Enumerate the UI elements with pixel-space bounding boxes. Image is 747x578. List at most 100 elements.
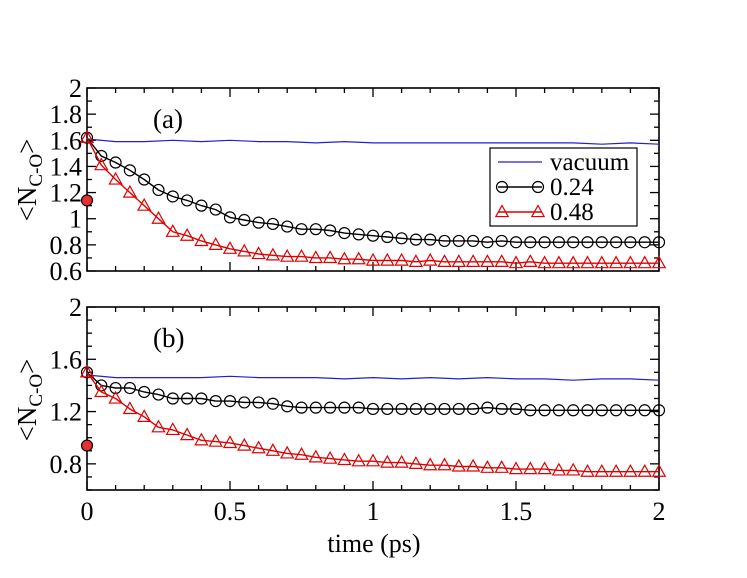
data-point-024-a	[181, 194, 194, 207]
data-point-024-a	[495, 234, 508, 248]
data-point-048-a	[451, 254, 466, 267]
data-point-048-b	[280, 445, 295, 459]
data-point-048-a	[79, 129, 95, 143]
data-point-048-a	[423, 252, 438, 266]
data-point-024-b	[195, 392, 208, 405]
data-point-048-b	[465, 458, 481, 472]
data-point-024-b	[638, 404, 651, 417]
data-point-048-a	[551, 255, 567, 269]
data-point-048-a	[222, 241, 238, 254]
y-axis-title-a-end: >	[12, 139, 42, 154]
data-point-048-a	[608, 255, 624, 269]
data-point-048-a	[394, 252, 409, 266]
data-point-048-b	[537, 461, 552, 475]
data-point-024-a	[567, 236, 580, 249]
data-point-024-b	[467, 402, 480, 416]
y-tick-label: 1.8	[50, 100, 83, 129]
y-axis-title-b: <NC-O>	[12, 359, 47, 442]
data-point-048-a	[380, 252, 395, 266]
data-point-024-a	[381, 230, 394, 244]
data-point-024-a	[638, 236, 651, 249]
data-point-024-a	[195, 199, 208, 212]
data-point-048-a	[322, 250, 338, 264]
series-line-vacuum-b	[86, 374, 660, 381]
data-point-048-b	[494, 460, 509, 473]
data-point-048-b	[351, 453, 366, 467]
data-point-048-a	[137, 197, 152, 211]
data-point-048-b	[394, 454, 409, 468]
data-point-024-b	[309, 401, 322, 414]
data-point-024-b	[595, 404, 608, 417]
data-point-024-b	[324, 401, 337, 414]
data-point-024-a	[152, 183, 165, 197]
data-point-024-a	[352, 228, 365, 241]
data-point-048-b	[322, 450, 338, 464]
data-point-024-a	[109, 156, 122, 169]
data-point-048-b	[423, 457, 438, 471]
data-point-048-b	[122, 401, 138, 415]
y-tick-label: 1.2	[50, 398, 83, 427]
data-point-024-b	[409, 402, 422, 416]
y-axis-title-a-main: <N	[12, 187, 42, 222]
data-point-024-b	[609, 404, 623, 417]
series-line-024-b	[86, 371, 659, 411]
data-point-048-a	[280, 248, 295, 262]
data-point-024-a	[467, 234, 480, 248]
data-point-024-b	[552, 404, 566, 417]
data-point-024-a	[452, 234, 465, 248]
data-point-048-a	[508, 255, 524, 269]
data-point-024-b	[366, 402, 380, 416]
data-point-024-a	[123, 164, 136, 177]
data-point-048-a	[365, 252, 381, 266]
data-point-048-a	[480, 254, 495, 267]
data-point-048-b	[222, 435, 238, 449]
x-tick-label: 0.5	[214, 497, 247, 526]
data-point-048-b	[637, 463, 652, 477]
data-point-024-a	[581, 236, 594, 249]
y-tick-label: 1.6	[50, 126, 83, 155]
data-point-048-b	[437, 457, 452, 471]
data-point-024-b	[238, 396, 251, 409]
data-point-048-b	[251, 440, 266, 454]
legend-marker-048	[494, 204, 510, 218]
data-point-024-b	[123, 381, 136, 395]
y-axis-title-b-main: <N	[12, 407, 42, 442]
data-point-048-a	[623, 255, 638, 269]
data-point-048-a	[208, 237, 223, 251]
data-point-048-b	[580, 463, 595, 477]
y-tick-label: 0.6	[50, 257, 83, 286]
data-point-048-b	[194, 432, 209, 446]
data-point-024-b	[481, 401, 494, 414]
data-point-024-a	[138, 173, 151, 186]
data-point-048-a	[465, 254, 481, 267]
x-axis-title: time (ps)	[327, 529, 420, 558]
data-point-024-a	[324, 224, 337, 237]
data-point-024-a	[266, 217, 279, 231]
x-tick-label: 1.5	[500, 497, 533, 526]
data-point-024-a	[538, 236, 551, 249]
legend-marker-048	[530, 204, 546, 218]
y-axis-title-a-sub: C-O	[26, 154, 47, 187]
data-point-024-b	[166, 392, 179, 405]
data-point-024-a	[595, 236, 608, 249]
data-point-048-a	[165, 224, 180, 237]
data-point-048-a	[151, 210, 166, 224]
y-tick-label: 2	[69, 293, 82, 322]
y-tick-label: 1.2	[50, 179, 83, 208]
data-point-024-b	[152, 388, 165, 401]
data-point-048-a	[122, 184, 138, 198]
data-point-024-a	[295, 223, 308, 236]
data-point-024-a	[552, 236, 566, 249]
x-tick-label: 2	[653, 497, 666, 526]
data-point-024-a	[481, 236, 494, 249]
data-point-048-b	[523, 461, 538, 475]
data-point-048-a	[651, 255, 667, 269]
data-point-048-b	[551, 462, 567, 476]
data-point-024-b	[338, 401, 351, 414]
data-point-048-b	[508, 461, 524, 475]
y-axis-title-b-end: >	[12, 359, 42, 374]
data-point-024-b	[381, 402, 394, 416]
data-point-024-b	[538, 404, 551, 417]
data-point-048-a	[179, 227, 195, 241]
